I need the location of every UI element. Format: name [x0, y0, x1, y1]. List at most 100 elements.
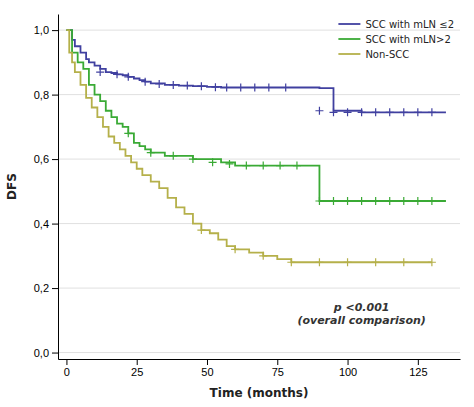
censor-mark	[386, 197, 394, 205]
censor-mark	[231, 245, 239, 253]
x-axis-title: Time (months)	[210, 386, 309, 400]
tick-label: 75	[272, 366, 284, 378]
legend: SCC with mLN ≤2 SCC with mLN>2 Non-SCC	[338, 19, 454, 60]
legend-label: SCC with mLN>2	[365, 34, 450, 45]
censor-mark	[400, 197, 408, 205]
y-axis: 0,0 0,2 0,4 0,6 0,8 1,0	[34, 15, 59, 360]
grid-line	[58, 159, 460, 160]
tick-mark	[52, 224, 58, 225]
censor-mark	[147, 149, 155, 157]
tick-label: 0,0	[34, 347, 49, 359]
annotation-line: (overall comparison)	[297, 314, 425, 327]
censor-mark	[197, 82, 205, 90]
censor-mark	[169, 81, 177, 89]
grid-line	[58, 30, 460, 31]
legend-item: SCC with mLN ≤2	[338, 19, 454, 30]
censor-mark	[386, 108, 394, 116]
censor-mark	[96, 68, 104, 76]
legend-label: SCC with mLN ≤2	[365, 19, 454, 30]
censor-mark	[329, 197, 337, 205]
tick-mark	[277, 359, 278, 365]
tick: 100	[339, 359, 357, 378]
censor-mark	[287, 258, 295, 266]
tick-mark	[52, 353, 58, 354]
tick-label: 50	[201, 366, 213, 378]
censor-mark	[155, 80, 163, 88]
tick: 50	[201, 359, 213, 378]
censor-mark	[315, 258, 323, 266]
censor-mark	[197, 226, 205, 234]
tick-label: 0,8	[34, 89, 49, 101]
tick-mark	[52, 30, 58, 31]
censor-mark	[124, 73, 132, 81]
axis-line	[58, 15, 59, 360]
censor-mark	[372, 258, 380, 266]
censor-mark	[251, 84, 259, 92]
censor-mark	[276, 162, 284, 170]
tick-mark	[207, 359, 208, 365]
tick: 25	[131, 359, 143, 378]
tick-label: 125	[409, 366, 427, 378]
censor-mark	[414, 197, 422, 205]
legend-label: Non-SCC	[365, 49, 409, 60]
censor-mark	[113, 70, 121, 78]
censor-mark	[428, 197, 436, 205]
grid-line	[58, 288, 460, 289]
legend-swatch	[338, 23, 360, 25]
axis-line	[59, 359, 461, 360]
tick: 1,0	[34, 24, 58, 36]
survival-curve	[66, 30, 446, 201]
censor-mark	[259, 252, 267, 260]
censor-mark	[372, 197, 380, 205]
censor-mark	[344, 197, 352, 205]
censor-mark	[344, 108, 352, 116]
censor-mark	[211, 83, 219, 91]
x-axis: 0 25 50 75 100 125	[59, 359, 461, 378]
tick-label: 0,4	[34, 218, 49, 230]
legend-swatch	[338, 38, 360, 40]
tick-label: 0	[64, 366, 70, 378]
tick-mark	[52, 159, 58, 160]
chart: 0 25 50 75 100 125 0,0 0,2 0,4 0,6 0,8 1,0 Time (mon…	[0, 0, 474, 407]
legend-item: Non-SCC	[338, 49, 409, 60]
censor-mark	[428, 108, 436, 116]
grid	[58, 30, 460, 352]
tick: 0,0	[34, 347, 58, 359]
censor-mark	[372, 108, 380, 116]
censor-mark	[141, 78, 149, 86]
tick-label: 25	[131, 366, 143, 378]
censor-mark	[358, 108, 366, 116]
tick: 0	[64, 359, 70, 378]
censor-mark	[209, 158, 217, 166]
tick-mark	[348, 359, 349, 365]
tick-mark	[52, 288, 58, 289]
censor-mark	[282, 84, 290, 92]
legend-swatch	[338, 53, 360, 55]
tick: 0,6	[34, 153, 58, 165]
censor-mark	[428, 258, 436, 266]
tick-mark	[418, 359, 419, 365]
censor-mark	[293, 162, 301, 170]
censor-mark	[183, 82, 191, 90]
tick-mark	[66, 359, 67, 365]
censor-mark	[315, 107, 323, 115]
annotation-line: p <0.001	[333, 301, 390, 314]
censor-mark	[358, 197, 366, 205]
grid-line	[58, 352, 460, 353]
censor-mark	[189, 155, 197, 163]
tick: 75	[272, 359, 284, 378]
plot-area	[66, 30, 446, 266]
grid-line	[58, 94, 460, 95]
tick-mark	[52, 95, 58, 96]
censor-mark	[242, 162, 250, 170]
tick-label: 100	[339, 366, 357, 378]
tick: 0,2	[34, 282, 58, 294]
censor-mark	[169, 152, 177, 160]
censor-mark	[400, 258, 408, 266]
legend-item: SCC with mLN>2	[338, 34, 450, 45]
tick-label: 1,0	[34, 24, 49, 36]
tick-mark	[137, 359, 138, 365]
survival-curve	[66, 30, 431, 262]
annotation: p <0.001(overall comparison)	[297, 301, 425, 327]
censor-mark	[329, 108, 337, 116]
